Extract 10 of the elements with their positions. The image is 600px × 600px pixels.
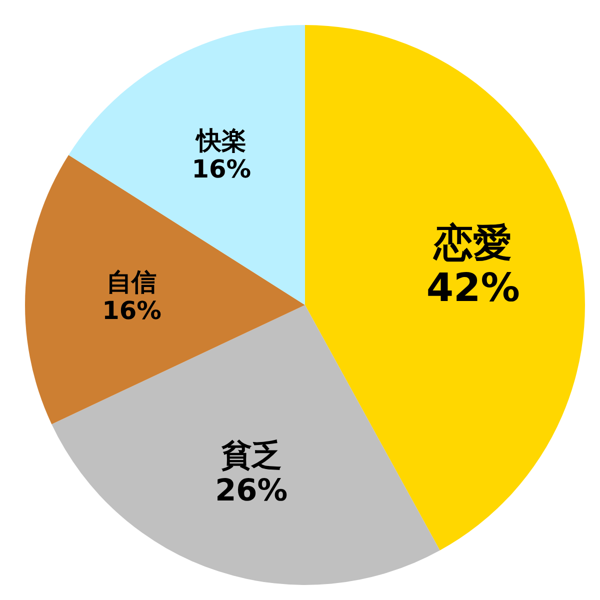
data-label: 42% <box>426 266 520 311</box>
data-label: 26% <box>215 473 288 508</box>
slice-label: 快楽 <box>194 126 246 156</box>
pie-slice <box>26 154 305 424</box>
data-label: 16% <box>102 296 162 325</box>
pie-slice <box>305 25 584 550</box>
data-label: 16% <box>192 154 252 184</box>
slice-label: 貧乏 <box>220 438 282 474</box>
slice-label: 恋愛 <box>432 220 512 266</box>
slice-label: 自信 <box>106 267 157 296</box>
